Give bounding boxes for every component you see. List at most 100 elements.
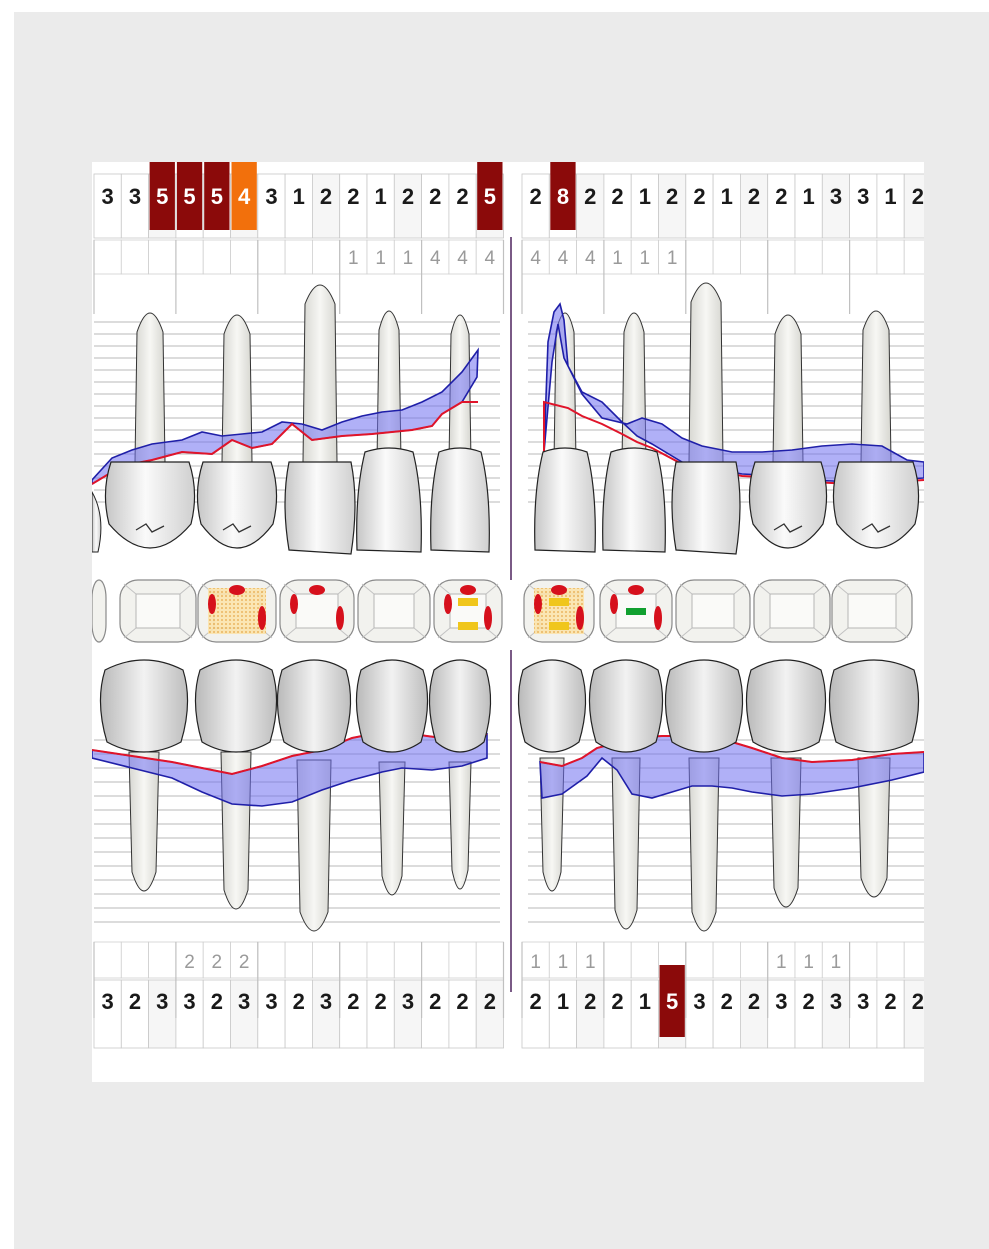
recession-cell — [521, 239, 550, 275]
upper-pocket-depth-value: 2 — [429, 184, 441, 209]
recession-cell — [740, 239, 769, 275]
lower-crown — [276, 659, 352, 753]
recession-cell — [521, 941, 550, 979]
occlusal-edge — [895, 627, 909, 639]
lower-crown — [828, 659, 920, 753]
lower-pocket-depth-value: 3 — [775, 989, 787, 1014]
upper-pocket-depth-highlight — [550, 162, 576, 230]
recession-value: 1 — [640, 248, 651, 269]
upper-root — [772, 314, 804, 463]
upper-crown — [602, 447, 666, 553]
recession-cell — [876, 239, 905, 275]
recession-cell — [421, 941, 450, 979]
recession-value: 1 — [348, 248, 359, 269]
recession-value: 2 — [239, 952, 250, 973]
lower-crown — [745, 659, 827, 753]
upper-pocket-depth-value: 1 — [884, 184, 896, 209]
lower-pocket-depth-value: 3 — [857, 989, 869, 1014]
recession-cell — [475, 941, 504, 979]
fissure — [861, 523, 891, 533]
recession-cell — [93, 941, 122, 979]
recession-value: 2 — [184, 952, 195, 973]
occlusal-edge — [437, 627, 451, 639]
recession-cell — [421, 239, 450, 275]
recession-cell — [311, 941, 341, 979]
depth-cell — [740, 979, 769, 1049]
caries-mark — [628, 585, 644, 595]
lower-pocket-depth-value: 2 — [584, 989, 596, 1014]
depth-cell — [903, 173, 924, 239]
depth-cell — [685, 979, 714, 1049]
upper-crown — [748, 461, 828, 549]
depth-cell — [257, 979, 286, 1049]
lower-crown — [194, 659, 278, 753]
occlusal-edge — [337, 583, 351, 595]
upper-crown-partial — [92, 490, 102, 553]
depth-cell — [794, 979, 823, 1049]
lower-pocket-depth-value: 3 — [402, 989, 414, 1014]
depth-cell — [257, 173, 286, 239]
upper-pocket-depth-highlight — [204, 162, 230, 230]
recession-cell — [630, 941, 659, 979]
depth-cell — [821, 173, 850, 239]
depth-cell — [576, 173, 605, 239]
fissure — [222, 523, 252, 533]
recession-cell — [903, 239, 924, 275]
occlusal-surface — [135, 593, 181, 629]
caries-mark — [654, 606, 662, 630]
recession-cell — [148, 239, 177, 275]
recession-cell — [849, 941, 878, 979]
caries-mark — [336, 606, 344, 630]
upper-pocket-depth-value: 2 — [666, 184, 678, 209]
occlusal-surface — [691, 593, 735, 629]
lower-pocket-depth-value: 2 — [912, 989, 924, 1014]
lower-pocket-depth-value: 5 — [666, 989, 678, 1014]
occlusal-edge — [437, 583, 451, 595]
lower-crown — [99, 659, 189, 753]
lower-pocket-depth-value: 3 — [102, 989, 114, 1014]
recession-value: 1 — [530, 952, 541, 973]
upper-pocket-depth-value: 2 — [584, 184, 596, 209]
occlusal-edge — [733, 627, 747, 639]
depth-cell — [903, 979, 924, 1049]
tooth-crowns — [92, 447, 920, 753]
upper-pocket-depth-highlight — [231, 162, 257, 230]
recession-value: 4 — [430, 248, 441, 269]
depth-cell — [603, 173, 632, 239]
occlusal-edge — [603, 627, 617, 639]
upper-root — [221, 314, 253, 463]
filling-mark — [458, 622, 478, 630]
recession-cell — [366, 941, 395, 979]
recession-cell — [712, 239, 741, 275]
occlusal-edge — [123, 627, 137, 639]
depth-cell — [767, 979, 796, 1049]
upper-pocket-depth-value: 1 — [293, 184, 305, 209]
recession-value: 1 — [803, 952, 814, 973]
recession-cell — [821, 239, 850, 275]
recession-cell — [339, 941, 368, 979]
occlusal-edge — [179, 627, 193, 639]
occlusal-surface — [769, 593, 815, 629]
lower-pocket-depth-value: 2 — [456, 989, 468, 1014]
depth-cell — [630, 173, 659, 239]
upper-pocket-depth-value: 2 — [748, 184, 760, 209]
lower-root — [378, 761, 406, 896]
upper-crown — [534, 447, 596, 553]
recession-cell — [257, 941, 286, 979]
depth-cell — [120, 173, 149, 239]
lower-pocket-depth-value: 2 — [803, 989, 815, 1014]
recession-cell — [148, 941, 177, 979]
depth-cell — [576, 979, 605, 1049]
upper-pocket-depth-highlight — [149, 162, 175, 230]
recession-value: 1 — [776, 952, 787, 973]
upper-pocket-depth-value: 4 — [238, 184, 251, 209]
upper-pocket-depth-value: 2 — [530, 184, 542, 209]
depth-cell — [202, 979, 231, 1049]
lower-pocket-depth-value: 1 — [557, 989, 569, 1014]
lower-pocket-depth-value: 2 — [211, 989, 223, 1014]
occlusal-edge — [813, 583, 827, 595]
depth-cell — [685, 173, 714, 239]
occlusal-edge — [835, 627, 849, 639]
depth-cell — [794, 173, 823, 239]
lower-root — [611, 757, 641, 930]
